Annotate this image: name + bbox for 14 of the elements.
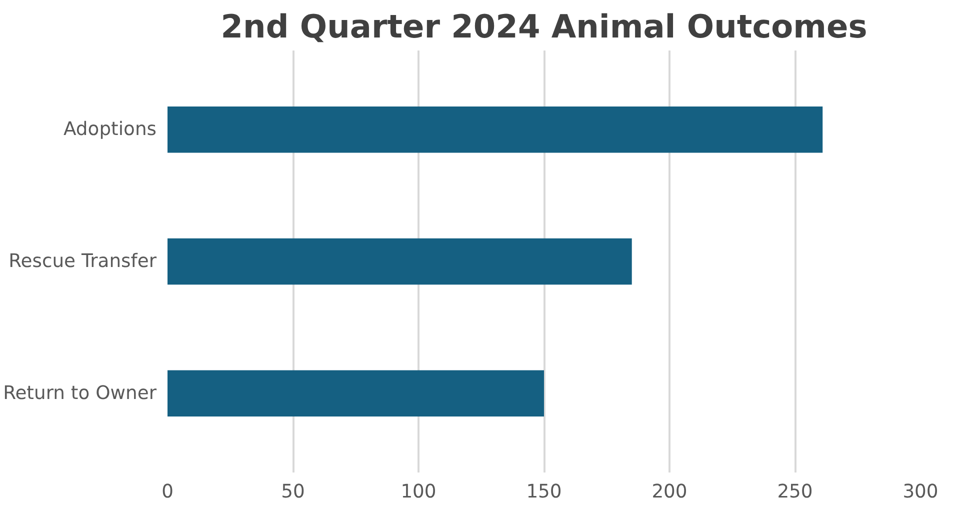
y-tick-label: Return to Owner [3,382,157,404]
y-tick-label: Adoptions [64,119,157,140]
bar [168,238,632,285]
x-tick-label: 150 [526,482,562,502]
x-tick-label: 0 [162,482,174,502]
x-tick-label: 50 [281,482,305,502]
x-tick-label: 100 [400,482,436,502]
chart-title: 2nd Quarter 2024 Animal Outcomes [220,8,868,46]
y-tick-label: Rescue Transfer [8,251,157,272]
x-tick-label: 250 [777,482,813,502]
bar [168,370,544,416]
x-tick-label: 300 [902,482,938,502]
bar [168,106,823,153]
x-tick-label: 200 [652,482,688,502]
